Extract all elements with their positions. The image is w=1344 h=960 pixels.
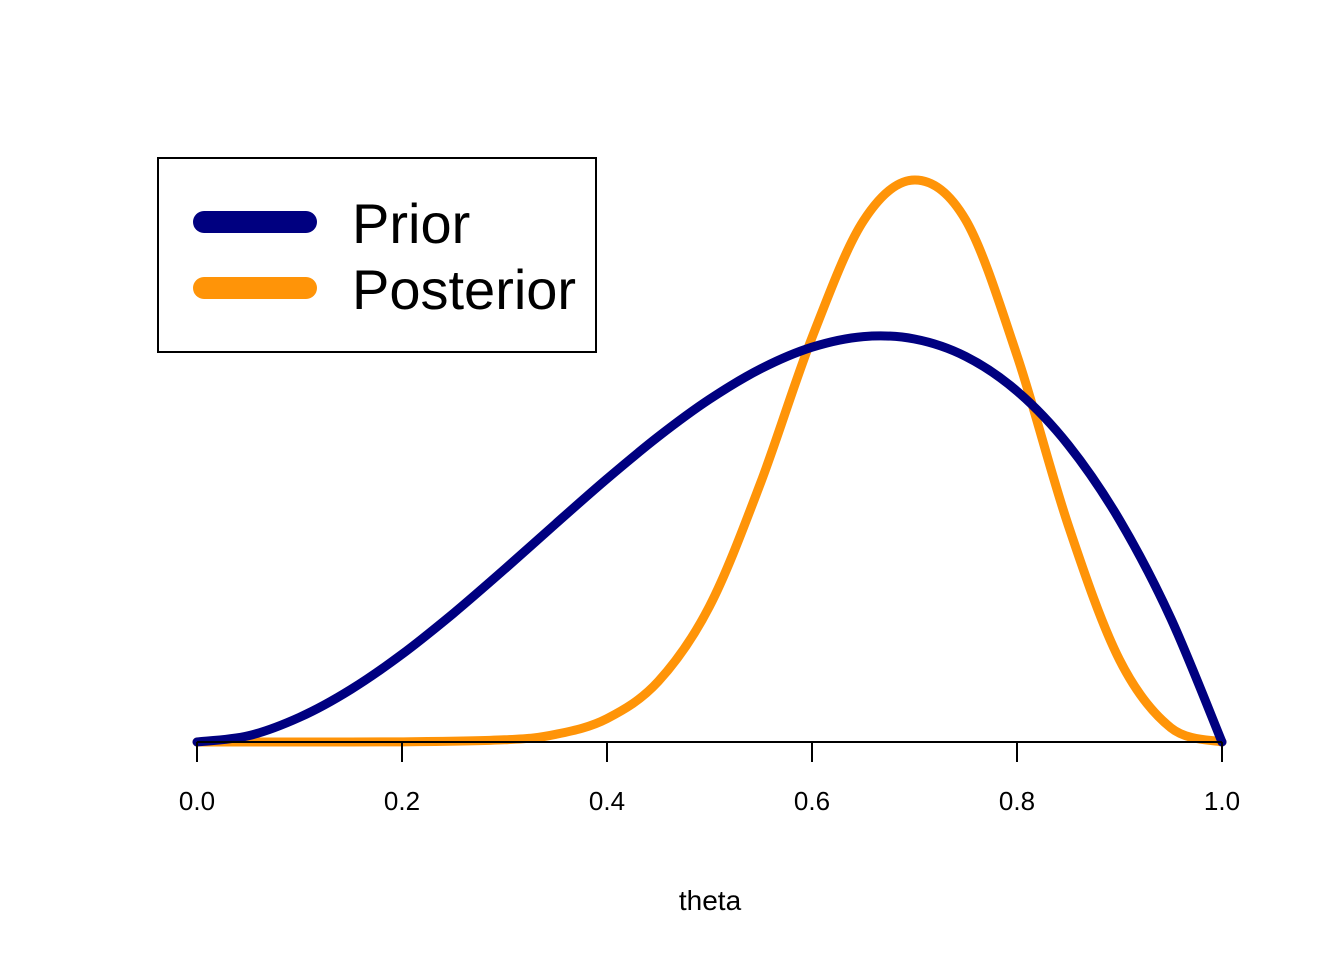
legend-box bbox=[158, 158, 596, 352]
legend: Prior Posterior bbox=[158, 158, 596, 352]
x-tick-label: 0.8 bbox=[999, 786, 1035, 816]
x-axis-title: theta bbox=[679, 885, 742, 916]
legend-label-prior: Prior bbox=[352, 192, 470, 255]
x-tick-label: 0.2 bbox=[384, 786, 420, 816]
x-tick-label: 0.4 bbox=[589, 786, 625, 816]
legend-label-posterior: Posterior bbox=[352, 258, 576, 321]
x-tick-label: 0.0 bbox=[179, 786, 215, 816]
x-tick-label: 0.6 bbox=[794, 786, 830, 816]
x-axis-ticks: 0.0 0.2 0.4 0.6 0.8 1.0 bbox=[179, 742, 1240, 816]
x-tick-label: 1.0 bbox=[1204, 786, 1240, 816]
